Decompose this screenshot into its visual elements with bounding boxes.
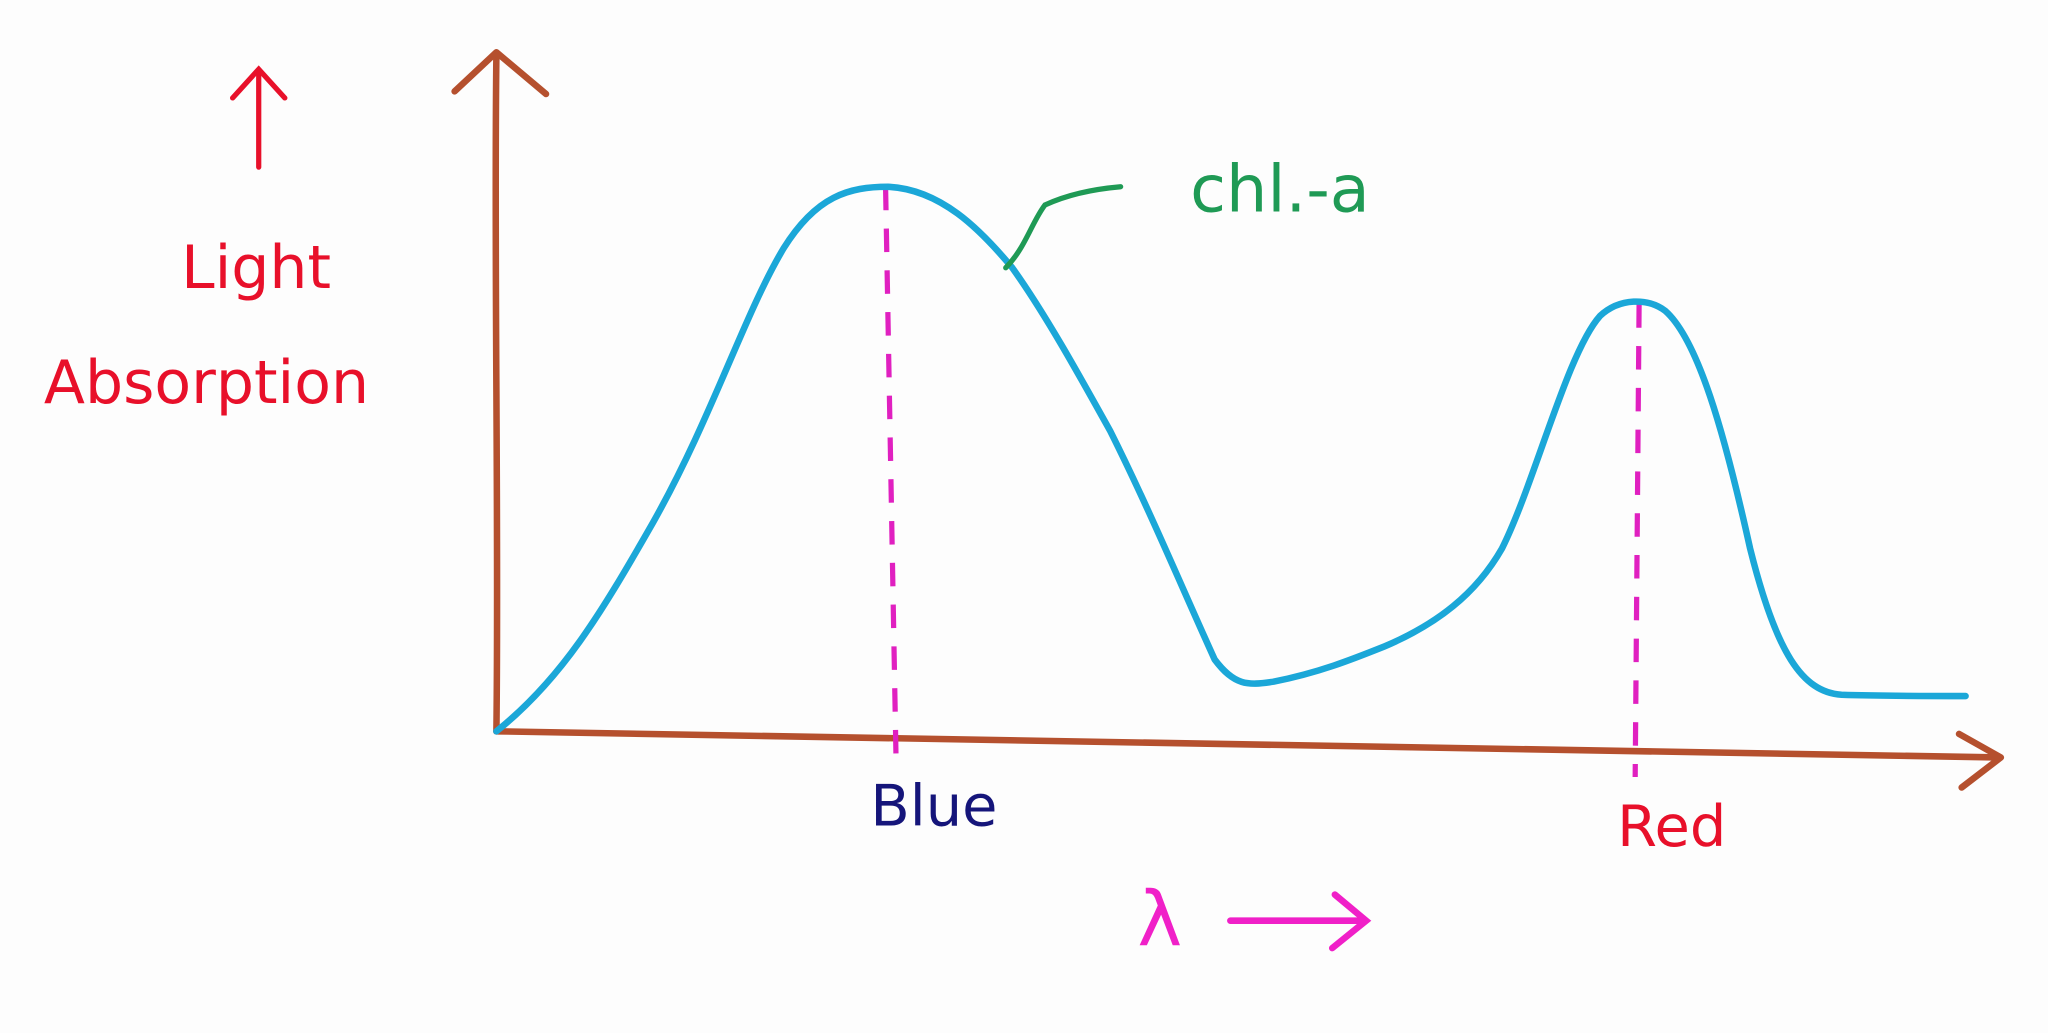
y-axis-label: Absorption	[44, 348, 369, 418]
peak-guides	[882, 186, 1642, 778]
y-axis-arrowhead	[451, 48, 550, 98]
y-axis	[492, 51, 501, 735]
x-axis-arrowhead	[1955, 730, 2005, 791]
absorption-curve	[493, 183, 1969, 735]
blue-peak-guide	[882, 186, 899, 758]
curve-label: chl.-a	[1190, 151, 1370, 227]
axes	[451, 48, 2005, 791]
curve-label-leader	[1003, 184, 1124, 271]
x-axis-label: λ	[1137, 876, 1182, 964]
x-label-arrow	[1227, 891, 1372, 952]
peak-label: Blue	[870, 772, 997, 839]
x-axis	[493, 728, 2002, 761]
y-label-arrow	[229, 65, 288, 170]
red-peak-guide	[1632, 304, 1642, 778]
y-axis-label: Light	[181, 233, 331, 303]
peak-label: Red	[1617, 793, 1726, 860]
